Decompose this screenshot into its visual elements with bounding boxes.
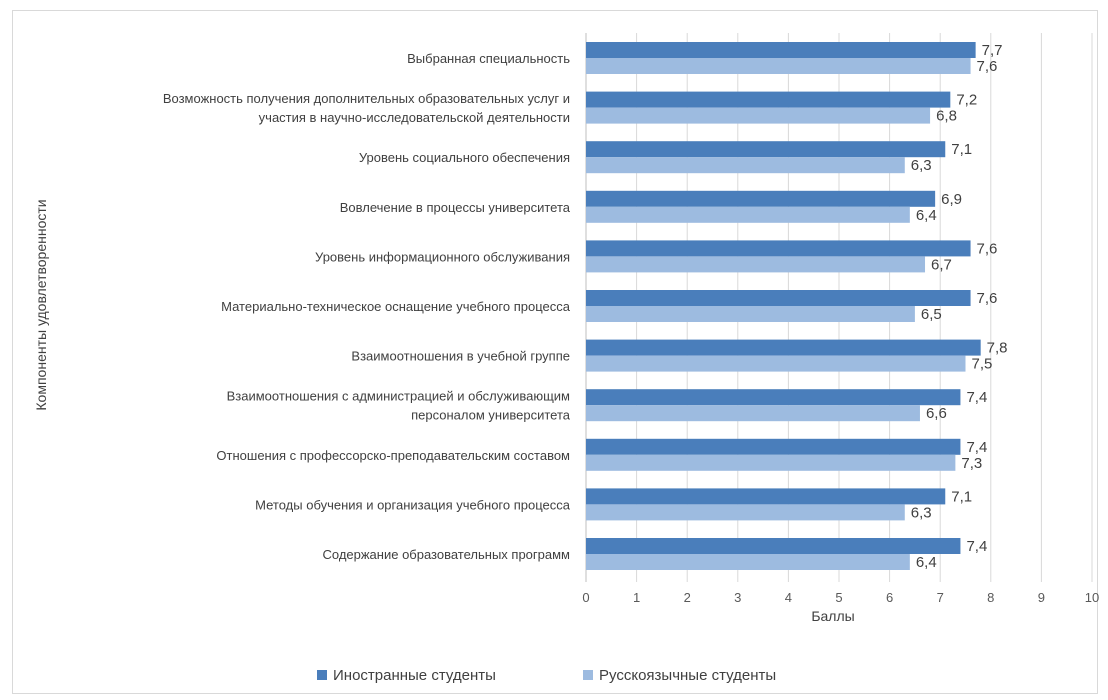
bar-foreign — [586, 42, 976, 58]
bar-foreign — [586, 538, 961, 554]
category-label: Взаимоотношения в учебной группе — [351, 349, 570, 364]
bar-russian — [586, 306, 915, 322]
data-label: 6,6 — [926, 405, 947, 422]
x-tick-label: 5 — [835, 590, 842, 605]
bar-foreign — [586, 190, 936, 207]
category-label: Возможность получения дополнительных обр… — [163, 91, 570, 106]
data-label: 7,4 — [966, 538, 987, 555]
bar-russian — [586, 355, 966, 372]
data-label: 6,3 — [911, 504, 932, 521]
x-tick-label: 6 — [886, 590, 893, 605]
bar-foreign — [586, 438, 961, 455]
data-label: 7,4 — [966, 439, 987, 456]
bar-foreign — [586, 488, 946, 505]
data-label: 7,7 — [982, 42, 1003, 59]
y-axis-title: Компоненты удовлетворенности — [33, 199, 49, 410]
bar-foreign — [586, 91, 951, 108]
legend-label-russian: Русскоязычные студенты — [599, 667, 776, 684]
data-label: 7,2 — [956, 92, 977, 109]
bar-foreign — [586, 339, 981, 356]
data-label: 7,3 — [961, 455, 982, 472]
x-tick-label: 2 — [684, 590, 691, 605]
x-axis-title: Баллы — [811, 608, 854, 624]
category-label: участия в научно-исследовательской деяте… — [259, 110, 570, 125]
legend-label-foreign: Иностранные студенты — [333, 667, 496, 684]
category-label: Взаимоотношения с администрацией и обслу… — [227, 389, 570, 404]
bar-foreign — [586, 240, 971, 257]
x-tick-label: 9 — [1038, 590, 1045, 605]
bars — [586, 42, 981, 570]
bar-russian — [586, 58, 971, 74]
bar-russian — [586, 157, 905, 174]
x-tick-label: 3 — [734, 590, 741, 605]
bar-foreign — [586, 290, 971, 306]
category-label: Методы обучения и организация учебного п… — [255, 497, 571, 512]
data-label: 6,8 — [936, 108, 957, 125]
category-label: Уровень социального обеспечения — [359, 150, 570, 165]
category-label: Отношения с профессорско-преподавательск… — [216, 448, 570, 463]
category-label: Уровень информационного обслуживания — [315, 249, 570, 264]
data-label: 6,9 — [941, 191, 962, 208]
category-label: Вовлечение в процессы университета — [340, 200, 571, 215]
category-label: Содержание образовательных программ — [322, 547, 570, 562]
bar-russian — [586, 256, 926, 273]
bar-russian — [586, 554, 910, 570]
bar-russian — [586, 405, 920, 422]
category-label: персоналом университета — [411, 408, 571, 423]
bar-russian — [586, 206, 910, 223]
data-label: 7,6 — [977, 240, 998, 257]
data-label: 7,6 — [977, 58, 998, 75]
x-tick-label: 4 — [785, 590, 792, 605]
data-label: 6,4 — [916, 207, 937, 224]
x-tick-label: 7 — [937, 590, 944, 605]
data-label: 6,4 — [916, 554, 937, 571]
legend: Иностранные студенты Русскоязычные студе… — [317, 667, 776, 684]
x-tick-label: 10 — [1085, 590, 1099, 605]
category-label: Выбранная специальность — [407, 51, 570, 66]
data-label: 7,6 — [977, 290, 998, 307]
bar-russian — [586, 454, 956, 471]
data-label: 7,4 — [966, 389, 987, 406]
legend-swatch-russian — [583, 670, 593, 680]
data-label: 6,3 — [911, 157, 932, 174]
data-label: 6,5 — [921, 306, 942, 323]
data-label: 7,5 — [972, 356, 993, 373]
x-tick-label: 1 — [633, 590, 640, 605]
bar-russian — [586, 107, 931, 124]
data-label: 7,1 — [951, 488, 972, 505]
data-label: 7,1 — [951, 141, 972, 158]
legend-swatch-foreign — [317, 670, 327, 680]
data-label: 7,8 — [987, 340, 1008, 357]
bar-foreign — [586, 389, 961, 406]
x-tick-label: 8 — [987, 590, 994, 605]
category-label: Материально-техническое оснащение учебно… — [221, 299, 571, 314]
x-tick-label: 0 — [582, 590, 589, 605]
data-label: 6,7 — [931, 256, 952, 273]
bar-foreign — [586, 141, 946, 158]
bar-russian — [586, 504, 905, 521]
